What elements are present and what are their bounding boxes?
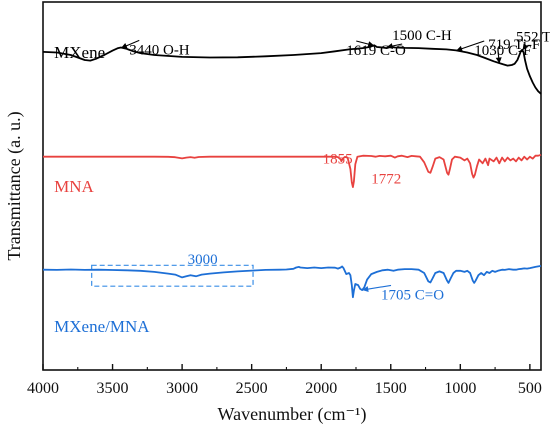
annotation-mna-1855: 1855 (323, 151, 353, 167)
spectra (42, 44, 542, 299)
annotation-blend-co: 1705 C=O (381, 287, 444, 303)
annotation-mxene-cf: 1030 C-F (474, 43, 531, 59)
annotation-arrowhead-mxene-cf (456, 45, 463, 52)
plot-frame (42, 1, 542, 371)
annotation-arrowhead-mxene-tif (495, 57, 502, 64)
annotation-blend-3000: 3000 (188, 252, 218, 268)
series-mna (43, 153, 542, 188)
series-mxene (42, 44, 542, 95)
x-tick-label-3500: 3500 (97, 380, 129, 397)
annotation-mxene-tif: 719 Ti-F (488, 37, 540, 53)
annotation-arrowhead-mxene-ch (386, 43, 394, 49)
annotation-mxene-ch: 1500 C-H (392, 28, 452, 44)
annotation-mxene-tio: 552 Ti-O (516, 29, 550, 45)
series-label-mna: MNA (54, 177, 94, 196)
x-ticks: 4000 3500 3000 2500 2000 1500 1000 500 (27, 364, 542, 397)
annotation-mna-1772: 1772 (371, 171, 401, 187)
annotation-mxene-oh: 3440 O-H (129, 42, 190, 58)
x-tick-label-2000: 2000 (305, 380, 337, 397)
annotation-arrowhead-mxene-oh (120, 43, 128, 49)
series-label-mxene: MXene (54, 43, 105, 62)
x-tick-label-1000: 1000 (444, 380, 476, 397)
series-label-mxene-mna: MXene/MNA (54, 317, 150, 336)
x-tick-label-1500: 1500 (375, 380, 407, 397)
x-tick-label-4000: 4000 (27, 380, 59, 397)
annotation-arrowhead-mxene-tio (522, 43, 529, 50)
x-tick-label-2500: 2500 (236, 380, 268, 397)
y-axis-title: Transmittance (a. u.) (4, 111, 25, 260)
x-axis-title: Wavenumber (cm⁻¹) (218, 404, 367, 425)
highlight-box (91, 264, 254, 287)
x-tick-label-3000: 3000 (166, 380, 198, 397)
x-tick-label-500: 500 (518, 380, 542, 397)
annotation-arrowhead-blend-co (362, 286, 369, 293)
annotation-arrowhead-mxene-co (367, 41, 375, 48)
series-mxene-mna (42, 265, 542, 299)
